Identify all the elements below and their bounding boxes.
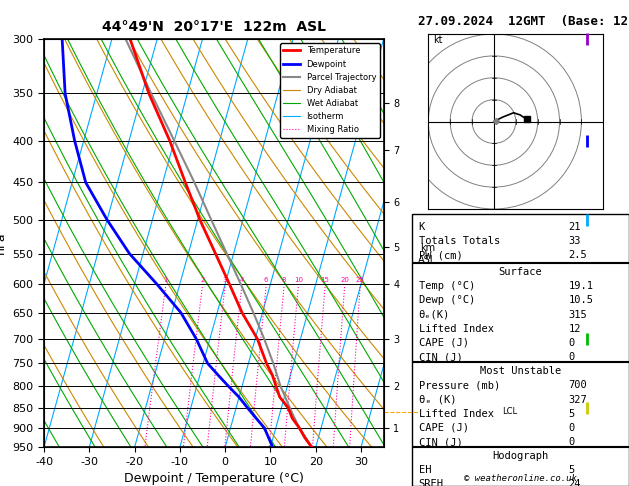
Text: 19.1: 19.1 xyxy=(568,281,593,291)
Text: CIN (J): CIN (J) xyxy=(418,437,462,447)
Text: CIN (J): CIN (J) xyxy=(418,352,462,362)
Text: 1: 1 xyxy=(164,277,168,283)
Y-axis label: km
ASL: km ASL xyxy=(418,243,437,264)
Text: Lifted Index: Lifted Index xyxy=(418,409,494,419)
Text: © weatheronline.co.uk: © weatheronline.co.uk xyxy=(464,474,577,483)
Text: 10.5: 10.5 xyxy=(568,295,593,306)
Text: SREH: SREH xyxy=(418,480,443,486)
Text: 700: 700 xyxy=(568,381,587,390)
Text: Dewp (°C): Dewp (°C) xyxy=(418,295,475,306)
Text: 0: 0 xyxy=(568,352,574,362)
Text: θₑ(K): θₑ(K) xyxy=(418,310,450,320)
Text: 6: 6 xyxy=(264,277,269,283)
Text: CAPE (J): CAPE (J) xyxy=(418,338,469,348)
Text: 33: 33 xyxy=(568,236,581,246)
Text: 3: 3 xyxy=(223,277,227,283)
Text: 5: 5 xyxy=(568,409,574,419)
Text: 2: 2 xyxy=(200,277,204,283)
Text: 27.09.2024  12GMT  (Base: 12): 27.09.2024 12GMT (Base: 12) xyxy=(418,15,629,28)
Text: 15: 15 xyxy=(321,277,330,283)
Text: Most Unstable: Most Unstable xyxy=(480,366,561,376)
Text: Hodograph: Hodograph xyxy=(493,451,548,461)
Text: PW (cm): PW (cm) xyxy=(418,250,462,260)
Text: 5: 5 xyxy=(568,465,574,475)
Text: Surface: Surface xyxy=(499,267,542,277)
Text: 0: 0 xyxy=(568,338,574,348)
Legend: Temperature, Dewpoint, Parcel Trajectory, Dry Adiabat, Wet Adiabat, Isotherm, Mi: Temperature, Dewpoint, Parcel Trajectory… xyxy=(280,43,379,138)
Text: CAPE (J): CAPE (J) xyxy=(418,423,469,433)
Y-axis label: hPa: hPa xyxy=(0,232,7,254)
Text: LCL: LCL xyxy=(503,407,518,417)
Text: EH: EH xyxy=(418,465,431,475)
Text: 10: 10 xyxy=(294,277,303,283)
Title: 44°49'N  20°17'E  122m  ASL: 44°49'N 20°17'E 122m ASL xyxy=(102,19,326,34)
Text: 20: 20 xyxy=(340,277,349,283)
Text: K: K xyxy=(418,222,425,232)
Text: Lifted Index: Lifted Index xyxy=(418,324,494,334)
Text: Pressure (mb): Pressure (mb) xyxy=(418,381,500,390)
Text: Totals Totals: Totals Totals xyxy=(418,236,500,246)
Text: 2.5: 2.5 xyxy=(568,250,587,260)
Text: 25: 25 xyxy=(356,277,364,283)
X-axis label: Dewpoint / Temperature (°C): Dewpoint / Temperature (°C) xyxy=(124,472,304,486)
Text: 0: 0 xyxy=(568,423,574,433)
Text: 4: 4 xyxy=(240,277,244,283)
Text: 24: 24 xyxy=(568,480,581,486)
Text: Temp (°C): Temp (°C) xyxy=(418,281,475,291)
Text: θₑ (K): θₑ (K) xyxy=(418,395,456,404)
Text: 0: 0 xyxy=(568,437,574,447)
Text: kt: kt xyxy=(433,35,442,45)
Text: 315: 315 xyxy=(568,310,587,320)
Text: 21: 21 xyxy=(568,222,581,232)
Text: 327: 327 xyxy=(568,395,587,404)
Text: 12: 12 xyxy=(568,324,581,334)
Text: 8: 8 xyxy=(282,277,286,283)
